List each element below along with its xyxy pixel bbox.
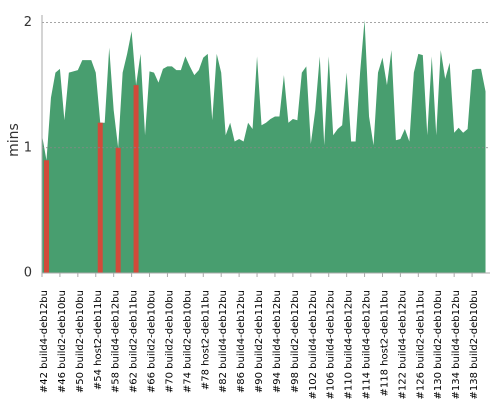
x-tick-label: #62 build2-deb11bu <box>129 290 140 393</box>
x-tick-label: #138 build2-deb10bu <box>469 290 480 399</box>
y-tick-label: 2 <box>24 15 32 30</box>
x-tick-label: #50 build2-deb10bu <box>75 290 86 393</box>
failed-build-bar <box>115 147 121 273</box>
failed-build-bar <box>43 160 49 273</box>
x-tick-label: #66 build2-deb10bu <box>147 290 158 393</box>
x-tick-label: #110 build4-deb12bu <box>344 290 355 399</box>
x-tick-label: #86 build4-deb12bu <box>236 290 247 393</box>
x-tick-label: #98 build2-deb12bu <box>290 290 301 393</box>
area <box>42 20 486 274</box>
x-tick-label: #122 build4-deb12bu <box>397 290 408 399</box>
x-tick-label: #134 build4-deb12bu <box>451 290 462 399</box>
x-tick-label: #90 build2-deb11bu <box>254 290 265 393</box>
x-tick-label: #106 build4-deb12bu <box>326 290 337 399</box>
x-tick-label: #126 build2-deb11bu <box>415 290 426 399</box>
x-tick-label: #78 host2-deb11bu <box>200 290 211 390</box>
x-tick-label: #82 build4-deb12bu <box>218 290 229 393</box>
x-tick-label: #94 build4-deb12bu <box>272 290 283 393</box>
x-tick-label: #46 build2-deb10bu <box>57 290 68 393</box>
x-tick-label: #102 build4-deb12bu <box>308 290 319 399</box>
x-tick-label: #114 build4-deb12bu <box>362 290 373 399</box>
x-tick-label: #118 host2-deb11bu <box>379 290 390 396</box>
y-tick-label: 0 <box>24 266 32 281</box>
y-tick-label: 1 <box>24 140 32 155</box>
x-tick-label: #74 build2-deb10bu <box>182 290 193 393</box>
x-tick-label: #58 build4-deb12bu <box>111 290 122 393</box>
x-tick-label: #54 host2-deb11bu <box>93 290 104 390</box>
x-tick-label: #42 build4-deb12bu <box>39 290 50 393</box>
x-tick-label: #130 build2-deb10bu <box>433 290 444 399</box>
failed-build-bar <box>97 122 103 273</box>
failed-build-bar <box>133 85 139 273</box>
x-tick-label: #70 build2-deb10bu <box>164 290 175 393</box>
y-axis-label: mins <box>6 123 22 157</box>
